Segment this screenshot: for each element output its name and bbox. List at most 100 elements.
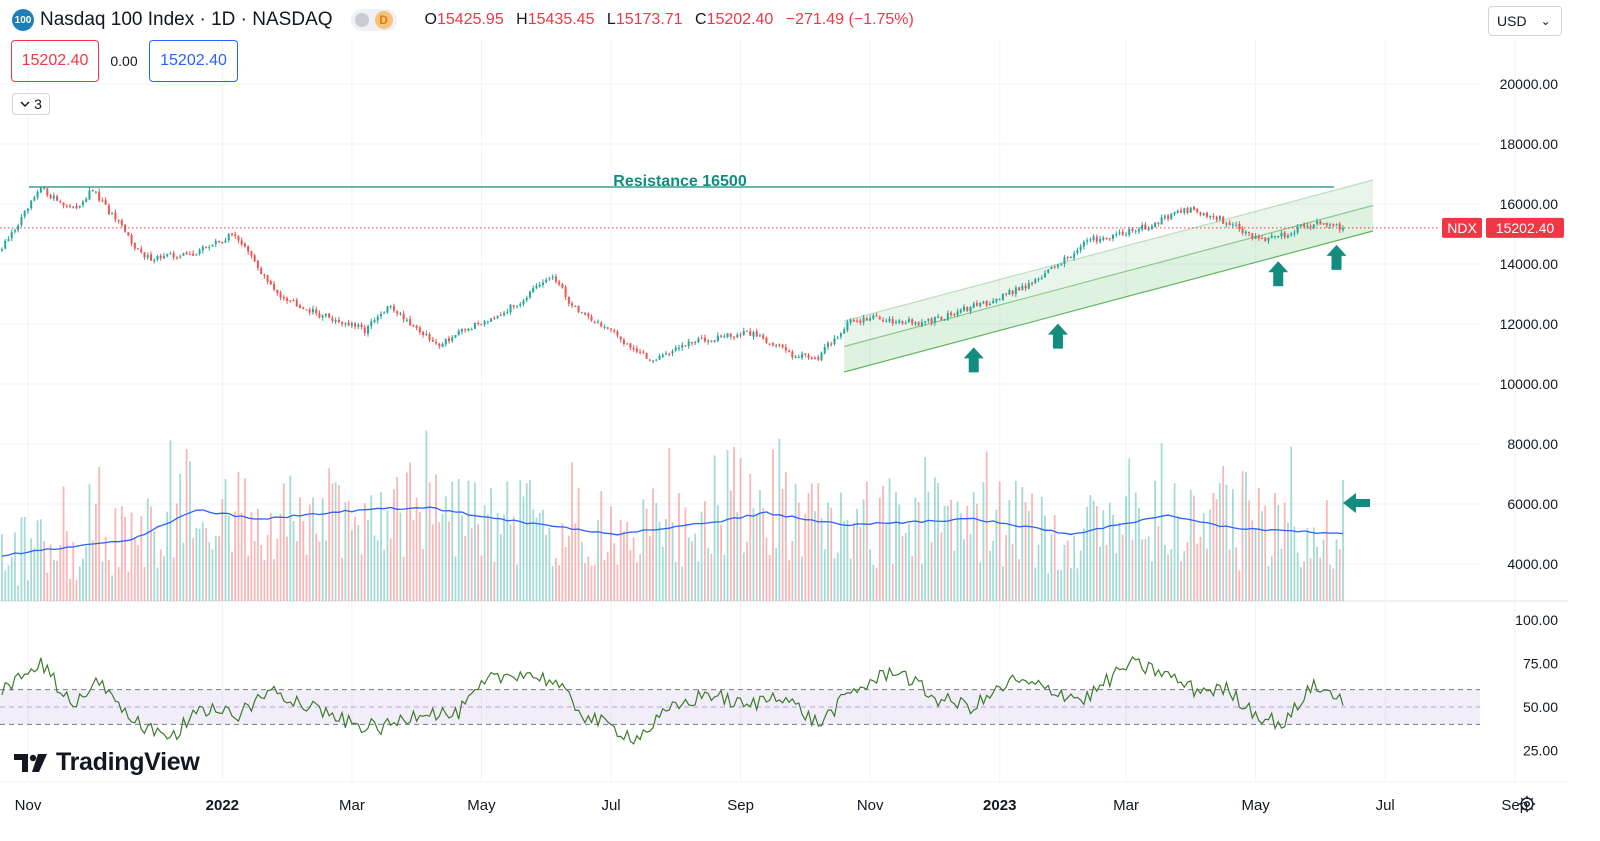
candle-body (771, 343, 774, 346)
volume-bar (778, 438, 781, 601)
candle-body (1192, 206, 1196, 210)
candle-body (137, 248, 140, 250)
volume-bar (133, 537, 136, 601)
candle-body (778, 344, 781, 346)
volume-bar (334, 482, 337, 601)
candle-body (907, 319, 910, 323)
candle-body (1280, 232, 1283, 237)
volume-bar (1024, 502, 1027, 601)
candle-body (1137, 229, 1140, 232)
volume-bar (1264, 505, 1267, 601)
volume-bar (185, 449, 188, 601)
volume-bar (1134, 492, 1137, 601)
candle-body (127, 232, 130, 236)
volume-bar (23, 516, 26, 601)
volume-bar (7, 565, 10, 601)
volume-bar (542, 509, 544, 601)
candle-body (1244, 231, 1247, 234)
currency-select[interactable]: USD ⌄ (1488, 6, 1562, 36)
volume-bar (108, 560, 110, 601)
market-status-dot-icon (354, 13, 369, 27)
candle-body (1092, 236, 1095, 241)
volume-bar (1125, 496, 1127, 601)
candle-body (1170, 213, 1173, 220)
candle-body (486, 321, 489, 323)
volume-bar (1261, 511, 1263, 601)
volume-bar (1316, 546, 1318, 601)
candle-body (26, 208, 29, 212)
candle-body (334, 319, 337, 322)
price-tick-label: 6000.00 (1507, 496, 1558, 512)
candle-body (1341, 227, 1345, 230)
candle-body (584, 312, 587, 315)
candle-body (616, 331, 619, 336)
volume-bar (46, 572, 49, 601)
candle-body (56, 196, 59, 201)
interval-badge[interactable]: D (374, 11, 393, 29)
candle-body (937, 316, 940, 318)
candle-body (1235, 224, 1238, 226)
volume-bar (856, 508, 859, 601)
sell-button[interactable]: 15202.40 (11, 40, 99, 82)
annotations[interactable]: Resistance 16500 NDX 15202.40 (0, 173, 1564, 513)
volume-bar (836, 552, 839, 601)
candle-body (1293, 232, 1296, 234)
volume-bar (1322, 539, 1325, 601)
candle-body (762, 335, 765, 339)
volume-bar (616, 564, 619, 601)
volume-bar (946, 505, 949, 601)
candle-body (1076, 250, 1079, 254)
candle-body (480, 324, 483, 326)
symbol-logo[interactable]: 100 (12, 9, 34, 31)
volume-bar (428, 482, 431, 601)
indicators-toggle-button[interactable]: 3 (12, 93, 50, 115)
volume-bar (370, 495, 373, 601)
candle-body (992, 300, 995, 304)
candle-body (710, 340, 713, 342)
candle-body (1001, 294, 1004, 300)
rsi-tick-label: 75.00 (1523, 656, 1558, 672)
settings-gear-icon[interactable] (1518, 795, 1536, 813)
volume-bar (1251, 520, 1254, 601)
time-tick-label: May (467, 797, 496, 814)
volume-bar (438, 522, 441, 601)
volume-bar (1248, 500, 1250, 601)
candle-body (10, 232, 13, 239)
volume-bar (733, 447, 735, 601)
candle-body (859, 320, 862, 323)
volume-bar (360, 554, 363, 601)
candle-body (600, 322, 603, 327)
buy-button[interactable]: 15202.40 (149, 40, 238, 82)
candle-body (211, 244, 214, 247)
candle-body (402, 313, 405, 320)
volume-bar (1005, 535, 1008, 601)
volume-bar (163, 556, 165, 601)
symbol-title[interactable]: Nasdaq 100 Index · 1D · NASDAQ (40, 9, 333, 30)
candle-body (697, 338, 700, 343)
volume-bar (865, 481, 868, 601)
axes: 20000.00 18000.00 16000.00 14000.00 12000.00… (15, 76, 1559, 814)
volume-bar (143, 566, 146, 601)
candle-body (729, 333, 732, 337)
volume-bar (1228, 549, 1231, 601)
volume-bar (480, 555, 483, 601)
candle-body (690, 342, 693, 344)
candle-body (198, 249, 201, 254)
volume-bar (1066, 540, 1069, 601)
candle-body (665, 353, 668, 355)
tradingview-logo[interactable]: TradingView (14, 748, 200, 777)
volume-bar (580, 541, 583, 601)
candle-body (185, 252, 188, 255)
time-tick-label: 2023 (983, 797, 1016, 814)
volume-bar (286, 536, 288, 601)
candle-body (273, 283, 276, 290)
volume-bar (1037, 544, 1040, 601)
volume-bar (10, 556, 13, 601)
volume-bar (409, 462, 412, 601)
candle-body (344, 323, 347, 325)
volume-bar (810, 483, 813, 601)
volume-bar (1021, 487, 1024, 601)
volume-bar (156, 567, 159, 601)
price-tick-label: 12000.00 (1500, 316, 1559, 332)
